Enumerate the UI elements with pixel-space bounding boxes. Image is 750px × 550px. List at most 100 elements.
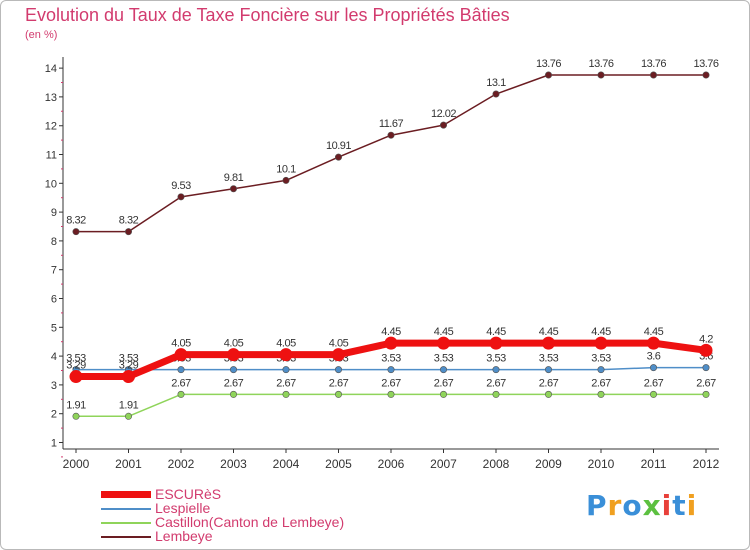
x-tick-label: 2004: [273, 457, 300, 471]
y-tick-label: 4: [51, 351, 57, 363]
legend-item-lembeye: Lembeye: [101, 528, 461, 544]
data-point-lembeye: [177, 193, 185, 201]
data-label-escur-s: 4.05: [276, 338, 296, 350]
y-tick-label: 7: [51, 265, 57, 277]
data-point-lembeye: [334, 153, 342, 161]
data-label-castillon-canton-de-lembeye: 2.67: [591, 377, 611, 389]
data-point-castillon-canton-de-lembeye: [649, 390, 657, 398]
data-point-escur-s: [699, 343, 713, 357]
data-point-escur-s: [279, 348, 293, 362]
legend-swatch-castillon: [101, 522, 151, 524]
data-label-castillon-canton-de-lembeye: 2.67: [486, 377, 506, 389]
data-label-escur-s: 3.29: [119, 360, 139, 372]
data-label-escur-s: 4.45: [644, 326, 664, 338]
data-point-lespielle: [649, 364, 657, 372]
data-label-escur-s: 3.29: [66, 360, 86, 372]
data-point-escur-s: [384, 336, 398, 350]
logo-letter: i: [661, 489, 673, 522]
data-point-castillon-canton-de-lembeye: [334, 390, 342, 398]
data-point-escur-s: [69, 370, 83, 384]
data-label-lembeye: 8.32: [119, 215, 139, 227]
data-point-lespielle: [282, 366, 290, 374]
data-point-lembeye: [72, 228, 80, 236]
y-tick-label: 6: [51, 294, 57, 306]
data-point-lespielle: [597, 366, 605, 374]
data-label-lembeye: 13.76: [641, 58, 666, 70]
data-label-castillon-canton-de-lembeye: 2.67: [381, 377, 401, 389]
x-tick-label: 2005: [325, 457, 352, 471]
data-label-lespielle: 3.53: [119, 353, 139, 365]
data-label-escur-s: 4.2: [699, 333, 713, 345]
data-point-lespielle: [439, 366, 447, 374]
legend-swatch-escures: [101, 491, 151, 498]
data-point-castillon-canton-de-lembeye: [230, 390, 238, 398]
legend-swatch-lembeye: [101, 536, 151, 538]
data-label-lembeye: 9.81: [224, 172, 244, 184]
y-tick-label: 13: [45, 92, 57, 104]
data-label-lembeye: 13.76: [536, 58, 561, 70]
y-tick-label: 10: [45, 178, 57, 190]
data-label-escur-s: 4.05: [329, 338, 349, 350]
data-point-escur-s: [647, 336, 660, 350]
data-point-escur-s: [594, 336, 608, 350]
data-label-castillon-canton-de-lembeye: 2.67: [329, 377, 349, 389]
data-point-lespielle: [702, 364, 710, 372]
logo-letter: t: [672, 489, 687, 522]
legend-label-castillon: Castillon(Canton de Lembeye): [155, 514, 345, 530]
data-point-lembeye: [597, 71, 605, 79]
data-point-lespielle: [334, 366, 342, 374]
data-label-castillon-canton-de-lembeye: 2.67: [434, 377, 454, 389]
data-label-escur-s: 4.45: [591, 326, 611, 338]
data-label-lespielle: 3.53: [66, 353, 86, 365]
data-label-escur-s: 4.45: [381, 326, 401, 338]
legend-item-lespielle: Lespielle: [101, 500, 461, 516]
data-point-lespielle: [177, 366, 185, 374]
x-tick-label: 2008: [483, 457, 510, 471]
data-label-lembeye: 13.76: [693, 58, 718, 70]
series-line-lembeye: [76, 74, 706, 233]
data-point-lembeye: [492, 90, 500, 98]
data-label-escur-s: 4.45: [486, 326, 506, 338]
data-label-castillon-canton-de-lembeye: 2.67: [224, 377, 244, 389]
data-label-lembeye: 10.1: [276, 163, 296, 175]
legend-swatch-lespielle: [101, 508, 151, 510]
logo-letter: P: [586, 489, 608, 522]
y-tick-label: 12: [45, 121, 57, 133]
data-label-lespielle: 3.6: [647, 351, 661, 363]
proxiti-logo: Proxiti: [586, 489, 697, 522]
data-label-castillon-canton-de-lembeye: 2.67: [696, 377, 716, 389]
y-tick-label: 2: [51, 409, 57, 421]
data-point-escur-s: [437, 336, 450, 350]
legend-item-castillon: Castillon(Canton de Lembeye): [101, 514, 461, 530]
x-tick-label: 2003: [220, 457, 247, 471]
data-point-escur-s: [122, 370, 135, 384]
y-tick-label: 14: [45, 63, 57, 75]
x-tick-label: 2000: [63, 457, 90, 471]
data-point-lespielle: [492, 366, 500, 374]
data-point-escur-s: [542, 336, 555, 350]
data-label-lembeye: 12.02: [431, 108, 456, 120]
x-tick-label: 2009: [535, 457, 562, 471]
data-label-lespielle: 3.53: [591, 353, 611, 365]
data-point-lespielle: [230, 366, 238, 374]
data-label-lembeye: 9.53: [171, 180, 191, 192]
data-point-castillon-canton-de-lembeye: [387, 390, 395, 398]
data-label-castillon-canton-de-lembeye: 1.91: [119, 399, 139, 411]
y-tick-label: 9: [51, 207, 57, 219]
data-label-escur-s: 4.05: [171, 338, 191, 350]
data-point-escur-s: [227, 348, 240, 362]
data-label-lembeye: 11.67: [379, 118, 404, 130]
data-label-castillon-canton-de-lembeye: 2.67: [171, 377, 191, 389]
data-label-castillon-canton-de-lembeye: 2.67: [539, 377, 559, 389]
x-tick-label: 2011: [641, 457, 667, 471]
data-point-lembeye: [544, 71, 552, 79]
data-point-lembeye: [282, 176, 290, 184]
data-label-castillon-canton-de-lembeye: 1.91: [66, 399, 86, 411]
y-tick-label: 5: [51, 322, 57, 334]
data-point-castillon-canton-de-lembeye: [282, 390, 290, 398]
data-point-lembeye: [387, 131, 395, 139]
legend-label-lespielle: Lespielle: [155, 500, 211, 516]
chart-subtitle: (en %): [25, 29, 58, 41]
chart-title: Evolution du Taux de Taxe Foncière sur l…: [25, 5, 510, 25]
